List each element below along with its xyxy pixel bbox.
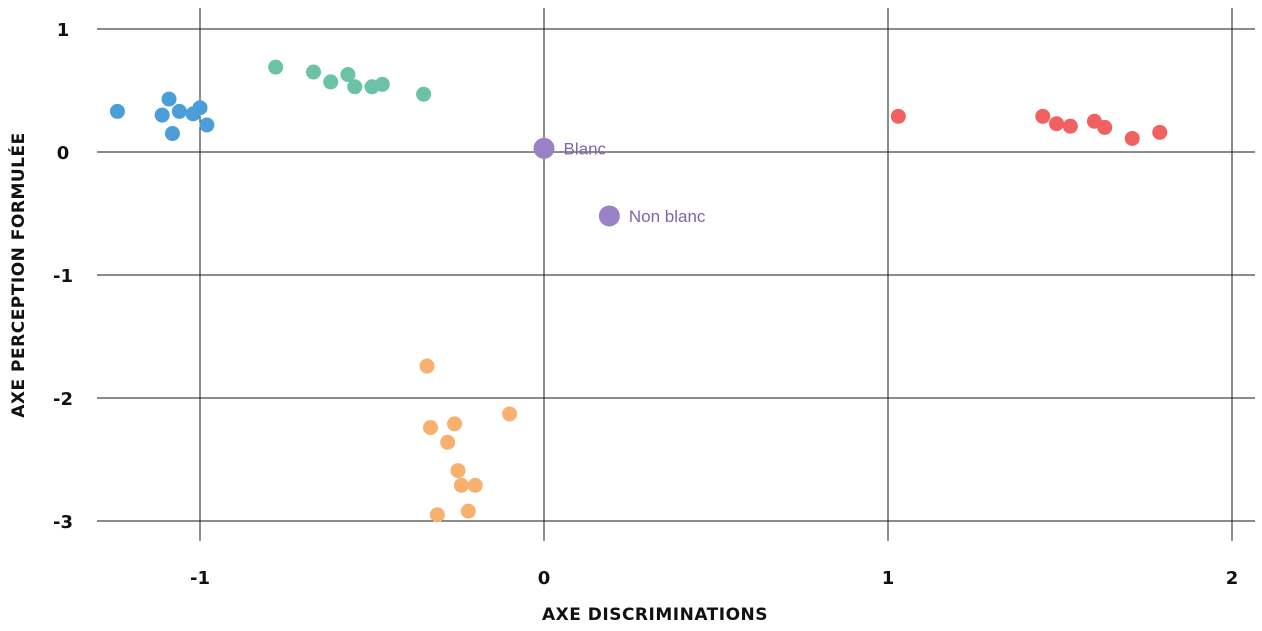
data-point [109,103,125,119]
y-tick-label: -1 [53,266,73,287]
grid [97,8,1255,541]
data-points [109,59,1168,523]
data-point [340,67,356,83]
data-point [268,59,284,75]
y-tick-label: -2 [53,389,73,410]
data-point [890,108,906,124]
y-tick-label: 0 [57,143,70,164]
data-point [467,477,483,493]
data-point [502,406,518,422]
data-point [1035,108,1051,124]
data-point [199,117,215,133]
data-point [306,64,322,80]
x-tick-label: 1 [882,568,895,589]
data-point [154,107,170,123]
data-point [429,507,445,523]
data-point [323,74,339,90]
data-point [1049,116,1065,132]
data-point [161,91,177,107]
data-point [460,503,476,519]
x-axis-label: AXE DISCRIMINATIONS [542,605,768,625]
data-point [1097,119,1113,135]
data-point [598,205,620,227]
data-point [374,76,390,92]
x-tick-label: 2 [1226,568,1239,589]
data-point [192,100,208,116]
point-label: Non blanc [629,207,706,226]
data-point [164,126,180,142]
data-point [419,358,435,374]
data-point [450,463,466,479]
data-point [422,420,438,436]
data-point [453,477,469,493]
data-point [416,86,432,102]
data-point [1124,130,1140,146]
data-point [1062,118,1078,134]
y-tick-label: 1 [57,20,70,41]
data-point [440,434,456,450]
x-tick-label: 0 [538,568,551,589]
y-tick-label: -3 [53,512,73,533]
x-tick-label: -1 [190,568,210,589]
tick-labels: 1 0 -1 -2 -3 -1 0 1 2 [53,20,1238,589]
y-axis-label: AXE PERCEPTION FORMULÉE [7,132,29,417]
data-point [347,79,363,95]
point-label: Blanc [564,139,607,158]
point-labels: Blanc Non blanc [564,139,706,226]
data-point [1152,124,1168,140]
data-point [171,103,187,119]
data-point [447,416,463,432]
data-point [533,137,555,159]
